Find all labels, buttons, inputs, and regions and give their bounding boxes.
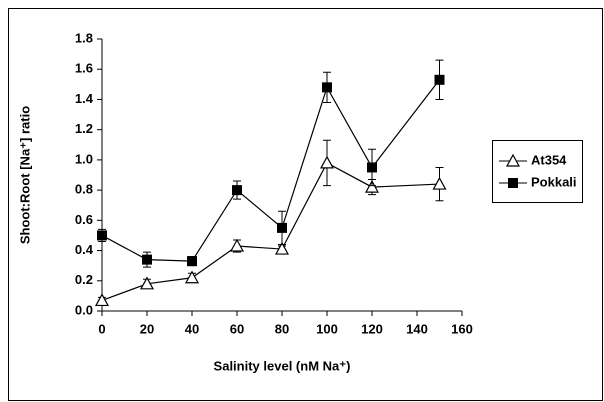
y-tick-label: 1.4	[75, 91, 94, 106]
legend-marker	[508, 178, 518, 188]
marker	[229, 238, 245, 252]
marker	[322, 82, 332, 93]
x-tick-label: 100	[316, 321, 338, 336]
x-tick-label: 80	[275, 321, 289, 336]
x-tick-label: 160	[451, 321, 473, 336]
legend-label: At354	[531, 152, 567, 167]
y-tick-label: 0.4	[75, 242, 94, 257]
marker	[434, 74, 445, 85]
y-axis-label: Shoot:Root [Na⁺] ratio	[17, 106, 32, 244]
x-tick-label: 120	[361, 321, 383, 336]
legend-box	[492, 140, 583, 203]
marker	[274, 241, 290, 255]
legend-label: Pokkali	[531, 174, 577, 189]
frame	[8, 8, 603, 401]
marker	[432, 176, 447, 190]
x-axis-label: Salinity level (nM Na⁺)	[214, 358, 351, 373]
series-line	[101, 162, 440, 301]
marker	[97, 230, 107, 241]
marker	[277, 222, 287, 233]
marker	[139, 276, 155, 290]
marker	[187, 256, 197, 267]
y-tick-label: 1.8	[75, 30, 93, 45]
y-tick-label: 0.6	[75, 212, 93, 227]
marker	[364, 179, 380, 193]
y-tick-label: 0.8	[75, 182, 93, 197]
marker	[94, 293, 110, 307]
x-tick-label: 0	[98, 321, 105, 336]
y-tick-label: 0.2	[75, 272, 93, 287]
marker	[142, 254, 152, 265]
x-tick-label: 20	[140, 321, 154, 336]
legend-marker	[505, 153, 521, 167]
y-tick-label: 1.0	[75, 151, 93, 166]
series-line	[101, 79, 440, 262]
x-tick-label: 60	[230, 321, 244, 336]
marker	[184, 270, 200, 284]
y-tick-label: 1.6	[75, 61, 93, 76]
x-tick-label: 40	[185, 321, 199, 336]
marker	[232, 185, 242, 196]
x-tick-label: 140	[406, 321, 428, 336]
marker	[367, 162, 377, 173]
y-tick-label: 0.0	[75, 302, 93, 317]
y-tick-label: 1.2	[75, 121, 93, 136]
marker	[319, 155, 335, 169]
